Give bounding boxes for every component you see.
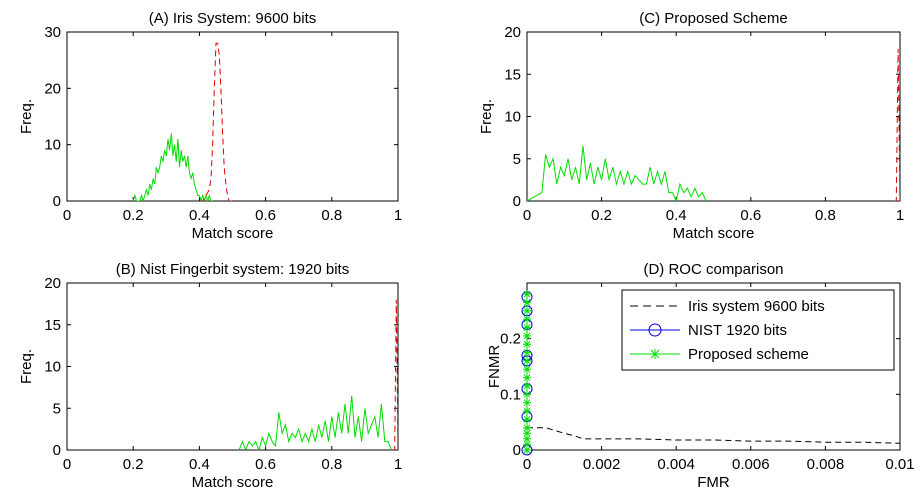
y-axis-label: Freq. xyxy=(478,99,495,134)
series-line-1 xyxy=(238,395,392,450)
chart-title: (D) ROC comparison xyxy=(643,261,783,278)
legend-marker-circle xyxy=(648,323,662,337)
series-line-2 xyxy=(199,42,233,201)
data-point-star xyxy=(523,340,531,349)
chart-A: (A) Iris System: 9600 bits 0 0.2 0.4 0.6 0.8 1… xyxy=(18,10,402,242)
series-line-1 xyxy=(527,146,707,201)
data-point-star xyxy=(523,407,531,416)
data-point-star xyxy=(523,423,531,432)
legend-entry: Iris system 9600 bits xyxy=(688,298,825,315)
data-point-star xyxy=(523,323,531,332)
data-point-star xyxy=(523,429,531,438)
legend-box xyxy=(621,289,895,371)
y-tick-label: 20 xyxy=(504,24,521,41)
y-tick-label: 0 xyxy=(53,193,61,210)
series-line-1 xyxy=(527,427,900,444)
series-line-1 xyxy=(132,133,213,201)
y-axis-label: Freq. xyxy=(18,349,35,384)
data-point-star xyxy=(523,415,531,424)
data-point-star xyxy=(523,315,531,324)
axes-box xyxy=(66,31,399,202)
chart-D: (D) ROC comparison 0 0.002 0.004 0.006 0.008 0… xyxy=(486,261,915,491)
chart-title: (B) Nist Fingerbit system: 1920 bits xyxy=(116,261,349,278)
x-tick-label: 0 xyxy=(63,207,71,224)
y-tick-label: 10 xyxy=(504,109,521,126)
legend-marker-star xyxy=(650,349,660,359)
x-tick-label: 0.6 xyxy=(740,207,761,224)
x-tick-label: 1 xyxy=(896,207,904,224)
x-tick-label: 0.4 xyxy=(189,456,210,473)
data-point-star xyxy=(523,331,531,340)
x-axis-label: Match score xyxy=(192,225,274,242)
legend: Iris system 9600 bits NIST 1920 bits Propo… xyxy=(621,289,895,371)
x-tick-label: 0.6 xyxy=(255,207,276,224)
y-tick-label: 0 xyxy=(513,193,521,210)
data-point-star xyxy=(523,306,531,315)
data-point-star xyxy=(523,298,531,307)
data-point-star xyxy=(523,446,531,454)
legend-entry: Proposed scheme xyxy=(688,346,809,363)
y-tick-label: 5 xyxy=(53,400,61,417)
data-point-star xyxy=(523,373,531,382)
y-tick-label: 0.1 xyxy=(500,386,521,403)
y-tick-label: 0 xyxy=(513,442,521,459)
x-axis-label: FMR xyxy=(697,474,730,491)
y-axis-label: Freq. xyxy=(18,99,35,134)
x-tick-label: 0.4 xyxy=(666,207,687,224)
data-point-star xyxy=(523,290,531,299)
data-point-star xyxy=(523,398,531,407)
data-point-star xyxy=(523,440,531,449)
x-tick-label: 0.8 xyxy=(815,207,836,224)
x-axis-label: Match score xyxy=(192,474,274,491)
x-tick-label: 1 xyxy=(394,456,402,473)
x-tick-label: 0.2 xyxy=(591,207,612,224)
x-tick-label: 0.004 xyxy=(657,456,695,473)
chart-title: (C) Proposed Scheme xyxy=(639,10,787,27)
data-point-star xyxy=(523,434,531,443)
x-tick-label: 1 xyxy=(394,207,402,224)
legend-entry: NIST 1920 bits xyxy=(688,322,787,339)
x-tick-label: 0.2 xyxy=(123,456,144,473)
y-tick-label: 0 xyxy=(53,442,61,459)
series-line-2 xyxy=(393,299,398,450)
x-tick-label: 0.002 xyxy=(583,456,621,473)
y-axis-label: FNMR xyxy=(486,345,503,388)
y-tick-label: 10 xyxy=(44,359,61,376)
x-axis-label: Match score xyxy=(673,225,755,242)
x-tick-label: 0.6 xyxy=(255,456,276,473)
y-tick-label: 10 xyxy=(44,137,61,154)
data-point-star xyxy=(523,348,531,357)
y-tick-label: 0.2 xyxy=(500,331,521,348)
chart-B: (B) Nist Fingerbit system: 1920 bits 0 0.2… xyxy=(18,261,402,491)
x-tick-label: 0.01 xyxy=(885,456,914,473)
x-tick-label: 0.4 xyxy=(189,207,210,224)
data-point-star xyxy=(523,356,531,365)
x-tick-label: 0 xyxy=(523,207,531,224)
series-line-2 xyxy=(894,48,900,201)
data-point-star xyxy=(523,390,531,399)
y-tick-label: 5 xyxy=(513,151,521,168)
x-tick-label: 0.006 xyxy=(732,456,770,473)
chart-title: (A) Iris System: 9600 bits xyxy=(149,10,317,27)
y-tick-label: 20 xyxy=(44,80,61,97)
y-tick-label: 15 xyxy=(504,66,521,83)
y-tick-label: 30 xyxy=(44,24,61,41)
axes-box xyxy=(526,31,901,202)
x-tick-label: 0 xyxy=(63,456,71,473)
x-tick-label: 0.008 xyxy=(807,456,845,473)
x-tick-label: 0.8 xyxy=(321,207,342,224)
x-tick-label: 0.2 xyxy=(123,207,144,224)
y-tick-label: 15 xyxy=(44,317,61,334)
data-point-star xyxy=(523,365,531,374)
x-tick-label: 0 xyxy=(523,456,531,473)
data-point-star xyxy=(523,381,531,390)
y-tick-label: 20 xyxy=(44,275,61,292)
x-tick-label: 0.8 xyxy=(321,456,342,473)
axes-box xyxy=(66,282,399,451)
